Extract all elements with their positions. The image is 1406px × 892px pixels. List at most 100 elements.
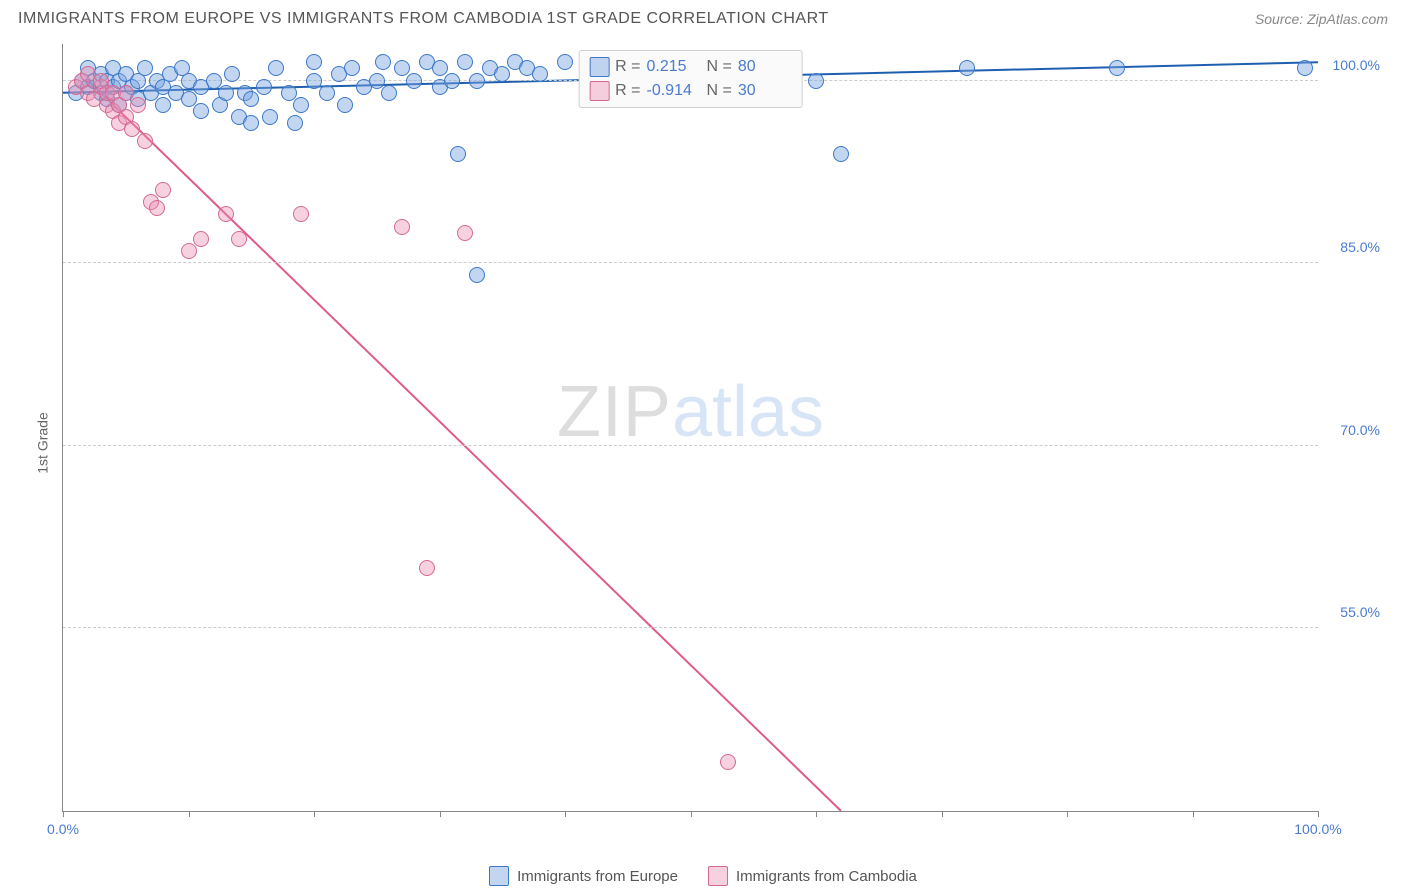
data-point-cambodia bbox=[130, 97, 146, 113]
swatch-europe bbox=[489, 866, 509, 886]
x-tick bbox=[1318, 811, 1319, 817]
data-point-europe bbox=[557, 54, 573, 70]
data-point-cambodia bbox=[457, 225, 473, 241]
x-tick bbox=[1193, 811, 1194, 817]
data-point-europe bbox=[243, 91, 259, 107]
data-point-cambodia bbox=[181, 243, 197, 259]
plot-area: R = 0.215 N = 80 R = -0.914 N = 30 ZIPat… bbox=[62, 44, 1318, 812]
data-point-europe bbox=[224, 66, 240, 82]
data-point-europe bbox=[344, 60, 360, 76]
data-point-europe bbox=[262, 109, 278, 125]
r-value-cambodia: -0.914 bbox=[647, 82, 701, 100]
data-point-cambodia bbox=[118, 85, 134, 101]
data-point-cambodia bbox=[124, 121, 140, 137]
data-point-europe bbox=[381, 85, 397, 101]
y-tick-label: 70.0% bbox=[1324, 422, 1380, 438]
swatch-cambodia bbox=[589, 81, 609, 101]
legend-label-cambodia: Immigrants from Cambodia bbox=[736, 868, 917, 885]
data-point-europe bbox=[494, 66, 510, 82]
data-point-europe bbox=[432, 60, 448, 76]
data-point-europe bbox=[181, 91, 197, 107]
data-point-europe bbox=[959, 60, 975, 76]
data-point-cambodia bbox=[419, 560, 435, 576]
n-value-cambodia: 30 bbox=[738, 82, 792, 100]
x-tick bbox=[189, 811, 190, 817]
data-point-europe bbox=[808, 73, 824, 89]
source-attribution: Source: ZipAtlas.com bbox=[1255, 11, 1388, 27]
data-point-europe bbox=[206, 73, 222, 89]
chart-container: 1st Grade R = 0.215 N = 80 R = -0.914 N … bbox=[18, 44, 1388, 842]
y-tick-label: 55.0% bbox=[1324, 604, 1380, 620]
watermark: ZIPatlas bbox=[557, 371, 824, 453]
data-point-europe bbox=[833, 146, 849, 162]
data-point-europe bbox=[193, 103, 209, 119]
data-point-europe bbox=[218, 85, 234, 101]
legend-label-europe: Immigrants from Europe bbox=[517, 868, 678, 885]
data-point-europe bbox=[256, 79, 272, 95]
data-point-europe bbox=[394, 60, 410, 76]
swatch-europe bbox=[589, 57, 609, 77]
data-point-europe bbox=[306, 73, 322, 89]
data-point-europe bbox=[1109, 60, 1125, 76]
chart-title: IMMIGRANTS FROM EUROPE VS IMMIGRANTS FRO… bbox=[18, 10, 829, 28]
data-point-europe bbox=[293, 97, 309, 113]
gridline bbox=[63, 627, 1318, 628]
data-point-cambodia bbox=[218, 206, 234, 222]
n-value-europe: 80 bbox=[738, 58, 792, 76]
r-label: R = bbox=[615, 82, 640, 100]
x-tick bbox=[440, 811, 441, 817]
x-tick-label: 0.0% bbox=[47, 821, 79, 837]
data-point-europe bbox=[375, 54, 391, 70]
trend-lines bbox=[63, 44, 1318, 811]
n-label: N = bbox=[707, 82, 732, 100]
data-point-europe bbox=[268, 60, 284, 76]
data-point-europe bbox=[306, 54, 322, 70]
x-tick bbox=[816, 811, 817, 817]
data-point-cambodia bbox=[149, 200, 165, 216]
data-point-europe bbox=[155, 97, 171, 113]
legend-row-cambodia: R = -0.914 N = 30 bbox=[589, 79, 792, 103]
y-tick-label: 100.0% bbox=[1324, 57, 1380, 73]
swatch-cambodia bbox=[708, 866, 728, 886]
data-point-europe bbox=[457, 54, 473, 70]
data-point-cambodia bbox=[231, 231, 247, 247]
data-point-europe bbox=[287, 115, 303, 131]
x-tick bbox=[63, 811, 64, 817]
data-point-europe bbox=[319, 85, 335, 101]
legend-item-europe: Immigrants from Europe bbox=[489, 866, 678, 886]
y-tick-label: 85.0% bbox=[1324, 239, 1380, 255]
watermark-atlas: atlas bbox=[672, 372, 824, 452]
data-point-europe bbox=[337, 97, 353, 113]
x-tick bbox=[691, 811, 692, 817]
data-point-cambodia bbox=[155, 182, 171, 198]
x-tick-label: 100.0% bbox=[1294, 821, 1341, 837]
n-label: N = bbox=[707, 58, 732, 76]
data-point-europe bbox=[243, 115, 259, 131]
data-point-cambodia bbox=[137, 133, 153, 149]
r-label: R = bbox=[615, 58, 640, 76]
x-tick bbox=[942, 811, 943, 817]
correlation-legend: R = 0.215 N = 80 R = -0.914 N = 30 bbox=[578, 50, 803, 108]
gridline bbox=[63, 262, 1318, 263]
watermark-zip: ZIP bbox=[557, 372, 672, 452]
y-axis-label: 1st Grade bbox=[35, 412, 51, 473]
data-point-europe bbox=[281, 85, 297, 101]
data-point-europe bbox=[532, 66, 548, 82]
data-point-cambodia bbox=[394, 219, 410, 235]
r-value-europe: 0.215 bbox=[647, 58, 701, 76]
series-legend: Immigrants from Europe Immigrants from C… bbox=[0, 866, 1406, 886]
x-tick bbox=[565, 811, 566, 817]
data-point-europe bbox=[406, 73, 422, 89]
legend-row-europe: R = 0.215 N = 80 bbox=[589, 55, 792, 79]
data-point-cambodia bbox=[193, 231, 209, 247]
data-point-europe bbox=[469, 73, 485, 89]
x-tick bbox=[1067, 811, 1068, 817]
x-tick bbox=[314, 811, 315, 817]
legend-item-cambodia: Immigrants from Cambodia bbox=[708, 866, 917, 886]
gridline bbox=[63, 445, 1318, 446]
data-point-europe bbox=[137, 60, 153, 76]
data-point-europe bbox=[1297, 60, 1313, 76]
data-point-cambodia bbox=[293, 206, 309, 222]
data-point-europe bbox=[369, 73, 385, 89]
data-point-cambodia bbox=[720, 754, 736, 770]
